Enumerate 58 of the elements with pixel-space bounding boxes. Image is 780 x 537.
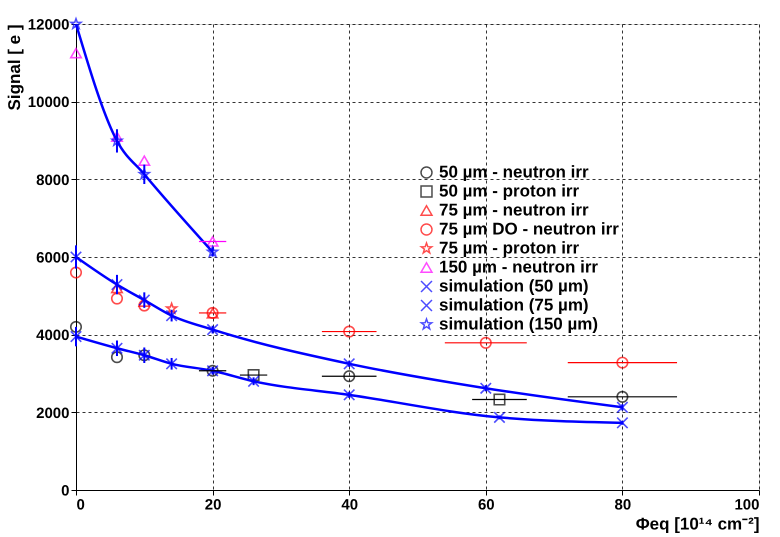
point xyxy=(248,369,260,382)
point xyxy=(248,375,260,388)
x-tick-label: 60 xyxy=(478,496,495,514)
y-tick-label: 10000 xyxy=(28,94,70,112)
x-tick-label: 80 xyxy=(614,496,632,514)
point xyxy=(166,302,178,314)
point xyxy=(480,382,492,394)
point xyxy=(616,416,628,429)
legend-label: simulation (50 µm) xyxy=(439,276,589,296)
point xyxy=(493,411,506,424)
point xyxy=(70,330,82,343)
legend-label: 50 µm - proton irr xyxy=(439,182,580,200)
y-tick-label: 6000 xyxy=(36,250,70,266)
point xyxy=(166,358,178,370)
legend-label: 75 µm - proton irr xyxy=(439,238,580,258)
point xyxy=(70,18,82,30)
y-tick-label: 12000 xyxy=(28,16,70,34)
y-tick-label: 2000 xyxy=(36,404,70,422)
legend-label: simulation (150 µm) xyxy=(439,314,598,334)
point xyxy=(138,155,150,166)
x-tick-label: 0 xyxy=(76,496,85,514)
point xyxy=(111,134,123,146)
point xyxy=(343,326,356,338)
point xyxy=(616,356,628,369)
point xyxy=(110,342,124,354)
x-tick-label: 100 xyxy=(734,496,760,514)
point xyxy=(206,236,219,247)
point xyxy=(110,351,124,364)
point xyxy=(70,250,82,264)
point xyxy=(480,336,492,349)
point xyxy=(493,393,506,406)
point xyxy=(616,390,628,403)
y-tick-label: 8000 xyxy=(36,172,70,189)
point xyxy=(110,292,124,305)
legend-label: 75 µm DO - neutron irr xyxy=(439,220,620,238)
point xyxy=(206,324,219,336)
legend-label: 150 µm - neutron irr xyxy=(439,258,598,276)
point xyxy=(343,358,356,370)
legend-label: simulation (75 µm) xyxy=(439,296,589,314)
point xyxy=(110,278,124,291)
point xyxy=(166,310,178,322)
x-tick-label: 20 xyxy=(204,496,222,514)
point xyxy=(343,388,356,401)
legend-label: 50 µm - neutron irr xyxy=(439,162,589,182)
point xyxy=(343,370,356,382)
point xyxy=(616,401,628,414)
x-axis-title: Φeq [10¹⁴ cm⁻²] xyxy=(636,514,760,534)
y-axis-title: Signal [ e ] xyxy=(4,24,24,110)
y-tick-label: 0 xyxy=(61,482,70,500)
legend-label: 75 µm - neutron irr xyxy=(439,200,589,220)
point xyxy=(138,168,150,180)
point xyxy=(70,320,82,333)
x-tick-label: 40 xyxy=(341,496,358,514)
point xyxy=(70,48,82,58)
y-tick-label: 4000 xyxy=(36,327,70,344)
point xyxy=(70,266,82,279)
point xyxy=(206,246,218,257)
point xyxy=(110,131,124,142)
